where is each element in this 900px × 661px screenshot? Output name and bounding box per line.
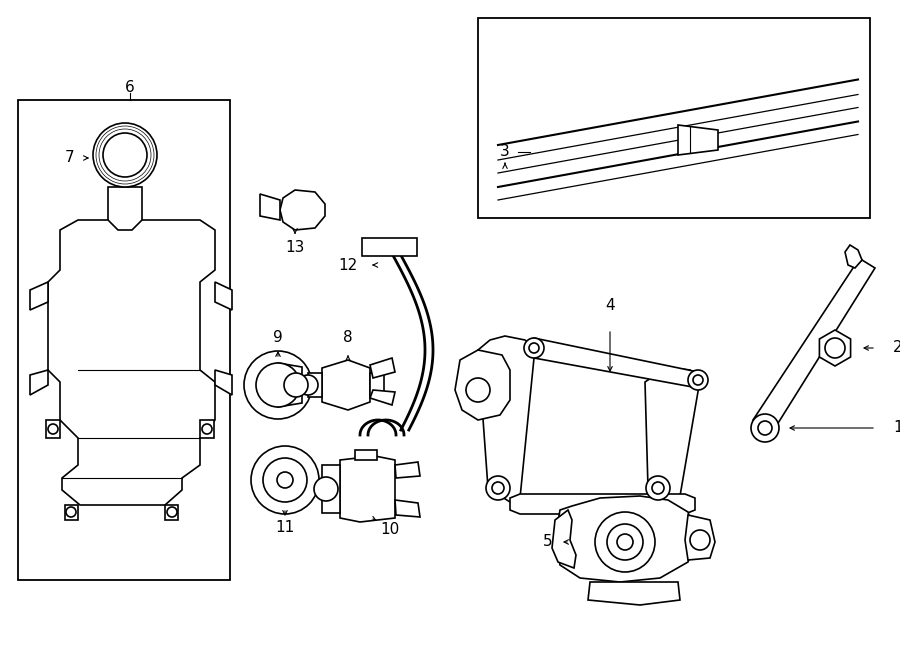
Text: 9: 9 xyxy=(273,330,283,346)
Polygon shape xyxy=(200,420,214,438)
Circle shape xyxy=(314,477,338,501)
Polygon shape xyxy=(395,500,420,517)
Circle shape xyxy=(103,133,147,177)
Polygon shape xyxy=(215,282,232,310)
Circle shape xyxy=(825,338,845,358)
Polygon shape xyxy=(370,358,395,378)
Polygon shape xyxy=(215,370,232,395)
Polygon shape xyxy=(753,260,875,428)
Polygon shape xyxy=(65,505,78,520)
Text: 2: 2 xyxy=(893,340,900,356)
Text: 10: 10 xyxy=(381,522,400,537)
Polygon shape xyxy=(555,496,695,582)
Circle shape xyxy=(284,373,308,397)
Polygon shape xyxy=(526,338,704,388)
Polygon shape xyxy=(108,187,142,240)
Text: 12: 12 xyxy=(338,258,357,272)
Bar xyxy=(362,238,417,256)
Circle shape xyxy=(263,458,307,502)
Text: 7: 7 xyxy=(65,151,75,165)
Circle shape xyxy=(251,446,319,514)
Polygon shape xyxy=(48,220,215,505)
Circle shape xyxy=(758,421,772,435)
Polygon shape xyxy=(308,373,322,397)
Text: 3: 3 xyxy=(500,145,510,159)
Circle shape xyxy=(492,482,504,494)
Polygon shape xyxy=(165,505,178,520)
Circle shape xyxy=(617,534,633,550)
Circle shape xyxy=(93,123,157,187)
Polygon shape xyxy=(340,456,395,522)
Circle shape xyxy=(524,338,544,358)
Circle shape xyxy=(298,375,318,395)
Text: 8: 8 xyxy=(343,330,353,346)
Text: 5: 5 xyxy=(544,535,553,549)
Text: 1: 1 xyxy=(893,420,900,436)
Polygon shape xyxy=(455,350,510,420)
Circle shape xyxy=(486,476,510,500)
Polygon shape xyxy=(819,330,850,366)
Circle shape xyxy=(256,363,300,407)
Polygon shape xyxy=(478,336,535,502)
Text: 11: 11 xyxy=(275,520,294,535)
Bar xyxy=(18,100,230,580)
Circle shape xyxy=(529,343,539,353)
Circle shape xyxy=(167,507,177,517)
Circle shape xyxy=(693,375,703,385)
Text: 6: 6 xyxy=(125,79,135,95)
Circle shape xyxy=(48,424,58,434)
Bar xyxy=(355,450,377,460)
Polygon shape xyxy=(845,245,862,268)
Circle shape xyxy=(690,530,710,550)
Polygon shape xyxy=(678,125,718,155)
Polygon shape xyxy=(46,420,60,438)
Text: 13: 13 xyxy=(285,241,305,256)
Polygon shape xyxy=(552,510,576,568)
Polygon shape xyxy=(260,194,280,220)
Text: 4: 4 xyxy=(605,297,615,313)
Polygon shape xyxy=(645,368,700,500)
Circle shape xyxy=(466,378,490,402)
Polygon shape xyxy=(395,462,420,478)
Circle shape xyxy=(66,507,76,517)
Polygon shape xyxy=(588,582,680,605)
Circle shape xyxy=(277,472,293,488)
Polygon shape xyxy=(30,370,48,395)
Circle shape xyxy=(595,512,655,572)
Polygon shape xyxy=(322,360,370,410)
Polygon shape xyxy=(370,373,384,397)
Circle shape xyxy=(688,370,708,390)
Circle shape xyxy=(244,351,312,419)
Polygon shape xyxy=(370,390,395,405)
Polygon shape xyxy=(30,282,48,310)
Polygon shape xyxy=(278,363,302,407)
Circle shape xyxy=(202,424,212,434)
Circle shape xyxy=(652,482,664,494)
Polygon shape xyxy=(322,465,340,513)
Circle shape xyxy=(751,414,779,442)
Polygon shape xyxy=(510,494,695,514)
Circle shape xyxy=(646,476,670,500)
Circle shape xyxy=(607,524,643,560)
Polygon shape xyxy=(685,515,715,560)
Polygon shape xyxy=(280,190,325,230)
Bar xyxy=(478,18,870,218)
